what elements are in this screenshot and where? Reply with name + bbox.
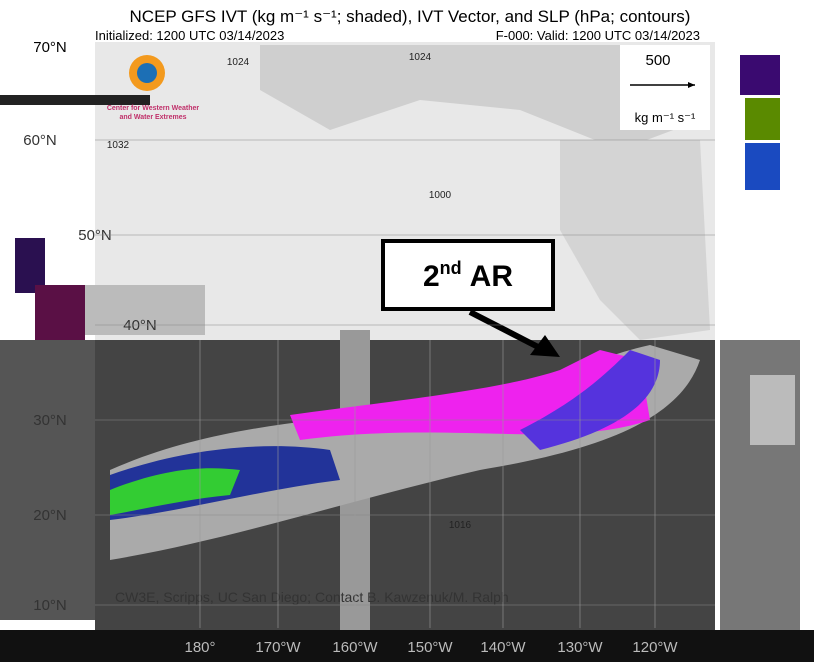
latitude-label: 10°N <box>33 597 67 614</box>
longitude-label: 180° <box>184 639 215 656</box>
longitude-label: 150°W <box>407 639 453 656</box>
longitude-label: 120°W <box>632 639 678 656</box>
glitch <box>15 238 45 293</box>
latitude-label: 30°N <box>33 412 67 429</box>
glitch <box>0 340 110 620</box>
annotation-arrow <box>468 309 542 351</box>
vector-unit: kg m⁻¹ s⁻¹ <box>635 110 696 125</box>
glitch <box>35 285 85 345</box>
vector-magnitude: 500 <box>645 52 670 69</box>
contour-label: 1032 <box>107 140 130 151</box>
latitude-label: 40°N <box>123 317 157 334</box>
latitude-label: 70°N <box>33 39 67 56</box>
bottom-bar <box>0 630 814 662</box>
labels: 70°N 60°N 50°N 40°N 30°N 20°N 10°N 180° 170°W 160… <box>23 39 715 656</box>
credit: CW3E, Scripps, UC San Diego; Contact B. … <box>115 589 509 605</box>
glitch <box>750 375 795 445</box>
logo-icon <box>137 63 157 83</box>
logo-text: and Water Extremes <box>119 114 186 121</box>
glitch <box>85 285 205 335</box>
annotation-box <box>381 239 555 311</box>
longitude-label: 160°W <box>332 639 378 656</box>
contour-label: 1016 <box>449 520 472 531</box>
colorbar <box>745 143 780 190</box>
latitude-label: 20°N <box>33 507 67 524</box>
longitude-label: 170°W <box>255 639 301 656</box>
colorbar <box>745 98 780 140</box>
vector-arrow <box>688 82 695 88</box>
logo-text: Center for Western Weather <box>107 105 200 112</box>
latitude-label: 60°N <box>23 132 57 149</box>
ivt-shade <box>110 468 240 515</box>
annotation-number: 2 <box>423 260 440 293</box>
annotation-text: 2nd AR <box>423 258 513 293</box>
land <box>260 45 700 150</box>
contour-label: 1024 <box>409 52 432 63</box>
annotation-suffix: nd <box>440 258 462 278</box>
annotation-label: AR <box>470 260 514 293</box>
contour-label: 1024 <box>227 57 250 68</box>
annotation-arrow <box>530 335 560 357</box>
title: NCEP GFS IVT (kg m⁻¹ s⁻¹; shaded), IVT V… <box>130 7 691 26</box>
glitch <box>0 95 150 105</box>
colorbar <box>740 55 780 95</box>
initialized: Initialized: 1200 UTC 03/14/2023 <box>95 28 284 43</box>
valid-time: F-000: Valid: 1200 UTC 03/14/2023 <box>496 28 700 43</box>
ivt-shade <box>520 350 660 450</box>
longitude-label: 140°W <box>480 639 526 656</box>
contour-label: 1000 <box>429 190 452 201</box>
land <box>560 140 710 340</box>
vector-key <box>620 45 710 130</box>
latitude-label: 50°N <box>78 227 112 244</box>
longitude-label: 130°W <box>557 639 603 656</box>
